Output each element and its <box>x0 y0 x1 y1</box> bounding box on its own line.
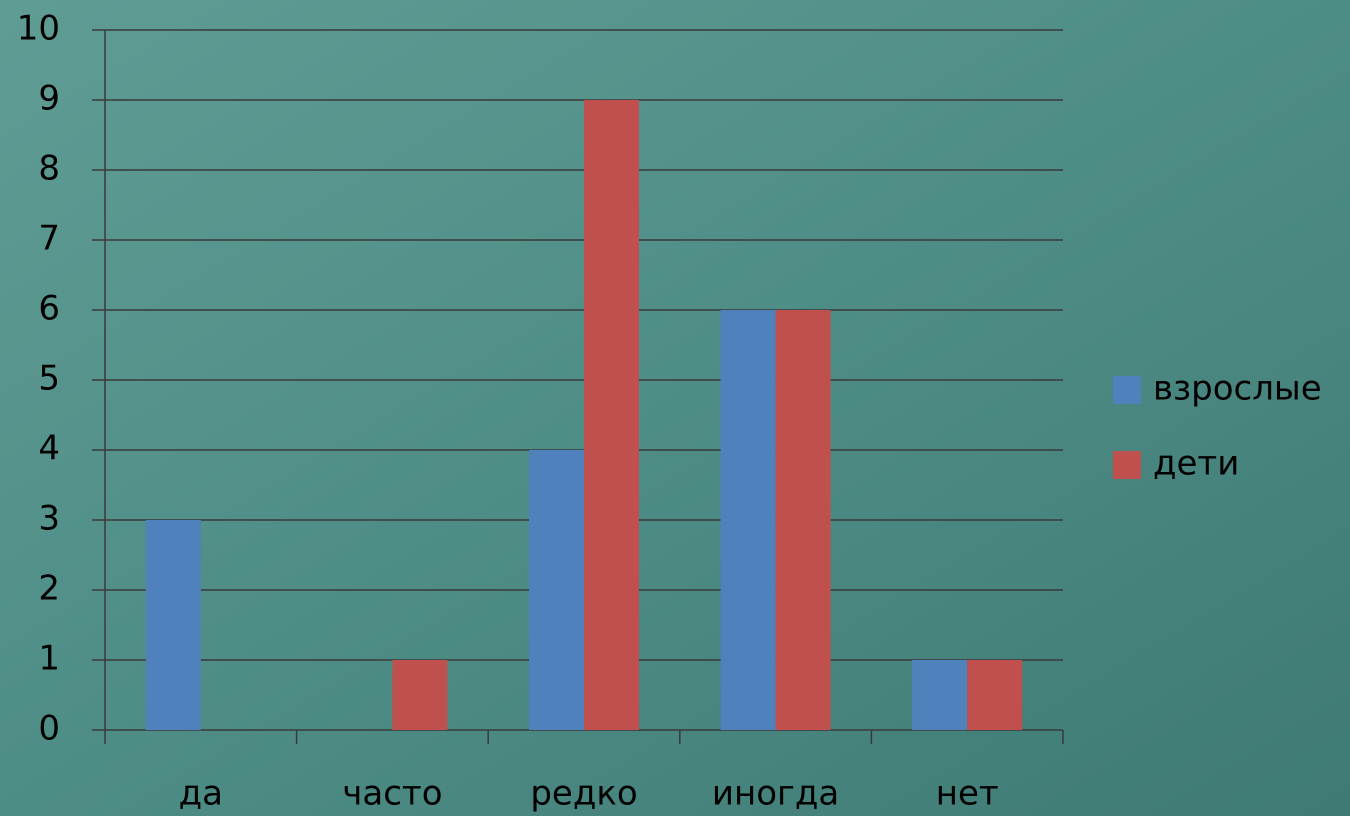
legend-label: взрослые <box>1153 369 1322 409</box>
y-tick-label: 4 <box>38 429 60 469</box>
bar <box>529 450 584 730</box>
bar <box>145 520 201 730</box>
x-tick-label: иногда <box>712 774 839 814</box>
bar <box>912 660 968 730</box>
y-tick-label: 8 <box>38 149 60 189</box>
legend-label: дети <box>1153 444 1239 484</box>
x-tick-label: редко <box>530 774 637 814</box>
bar <box>967 660 1023 730</box>
x-tick-label: нет <box>936 774 999 814</box>
bar <box>584 100 639 730</box>
y-tick-label: 1 <box>38 639 60 679</box>
y-tick-label: 0 <box>38 709 60 749</box>
bar <box>720 310 776 730</box>
legend-swatch <box>1113 376 1141 404</box>
y-tick-label: 5 <box>38 359 60 399</box>
y-tick-label: 7 <box>38 219 60 259</box>
y-tick-label: 9 <box>38 79 60 119</box>
bar <box>775 310 831 730</box>
y-tick-label: 2 <box>38 569 60 609</box>
legend-swatch <box>1113 451 1141 479</box>
y-tick-label: 3 <box>38 499 60 539</box>
bar <box>392 660 448 730</box>
x-tick-label: да <box>179 774 223 814</box>
y-tick-label: 10 <box>17 9 60 49</box>
y-tick-label: 6 <box>38 289 60 329</box>
x-tick-label: часто <box>342 774 442 814</box>
